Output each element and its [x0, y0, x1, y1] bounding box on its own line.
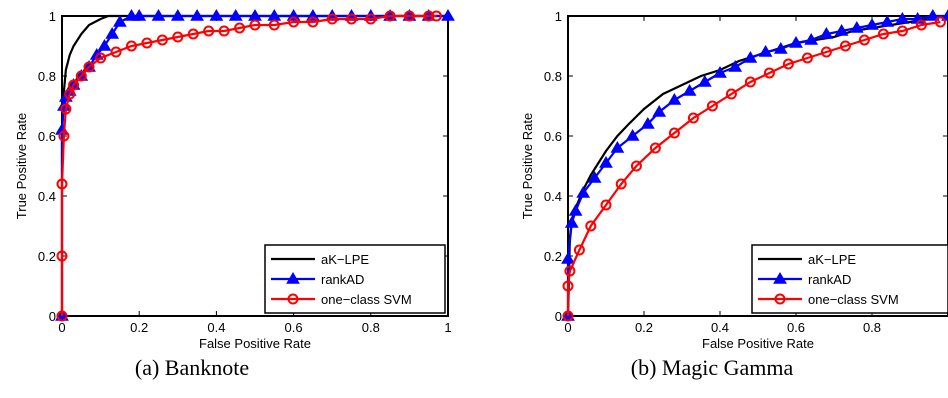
legend-label: one−class SVM — [321, 292, 412, 307]
x-tick-label: 1 — [444, 320, 451, 335]
data-point-marker — [562, 253, 574, 263]
x-tick-label: 0.8 — [362, 320, 380, 335]
x-tick-label: 0.2 — [130, 320, 148, 335]
y-tick-label: 0.6 — [544, 129, 562, 144]
y-axis-label: True Positive Rate — [14, 113, 29, 219]
y-tick-label: 0 — [49, 309, 56, 324]
subfigure-caption: (b) Magic Gamma — [631, 355, 794, 380]
y-tick-label: 0.2 — [38, 249, 56, 264]
subfigure-caption: (a) Banknote — [135, 355, 249, 380]
data-point-marker — [729, 61, 741, 71]
y-tick-label: 0.8 — [544, 69, 562, 84]
legend-label: aK−LPE — [321, 252, 369, 267]
y-axis-label: True Positive Rate — [520, 113, 535, 219]
legend-label: one−class SVM — [808, 292, 899, 307]
x-axis-label: False Positive Rate — [199, 336, 311, 351]
legend-label: aK−LPE — [808, 252, 856, 267]
x-tick-label: 0.4 — [207, 320, 225, 335]
chart-panel-2: 0 0.2 0.4 0.6 0.8 0 0.2 0.4 0.6 0.8 1 False Positiv… — [520, 9, 948, 380]
data-point-marker — [699, 76, 711, 86]
x-tick-label: 0.8 — [863, 320, 881, 335]
x-tick-label: 0.2 — [635, 320, 653, 335]
x-tick-label: 0.4 — [711, 320, 729, 335]
y-tick-label: 0.6 — [38, 129, 56, 144]
data-point-marker — [684, 85, 696, 95]
data-point-marker — [668, 94, 680, 104]
y-tick-label: 0.2 — [544, 249, 562, 264]
legend-label: rankAD — [808, 272, 851, 287]
y-tick-label: 1 — [555, 9, 562, 24]
x-tick-label: 0 — [564, 320, 571, 335]
legend: aK−LPE rankAD one−class SVM — [265, 245, 445, 313]
x-tick-label: 0.6 — [285, 320, 303, 335]
data-point-marker — [106, 28, 118, 38]
legend: aK−LPE rankAD one−class SVM — [752, 245, 948, 313]
y-tick-label: 0.4 — [38, 189, 56, 204]
data-point-marker — [570, 205, 582, 215]
x-tick-label: 0 — [58, 320, 65, 335]
data-point-marker — [114, 16, 126, 26]
y-tick-label: 0.8 — [38, 69, 56, 84]
legend-label: rankAD — [321, 272, 364, 287]
y-tick-label: 1 — [49, 9, 56, 24]
x-tick-label: 0.6 — [787, 320, 805, 335]
y-tick-label: 0 — [555, 309, 562, 324]
x-axis-label: False Positive Rate — [702, 336, 814, 351]
y-tick-label: 0.4 — [544, 189, 562, 204]
chart-panel-1: 0 0.2 0.4 0.6 0.8 1 0 0.2 0.4 0.6 0.8 1 False Positi… — [14, 9, 454, 380]
data-point-marker — [98, 40, 110, 50]
